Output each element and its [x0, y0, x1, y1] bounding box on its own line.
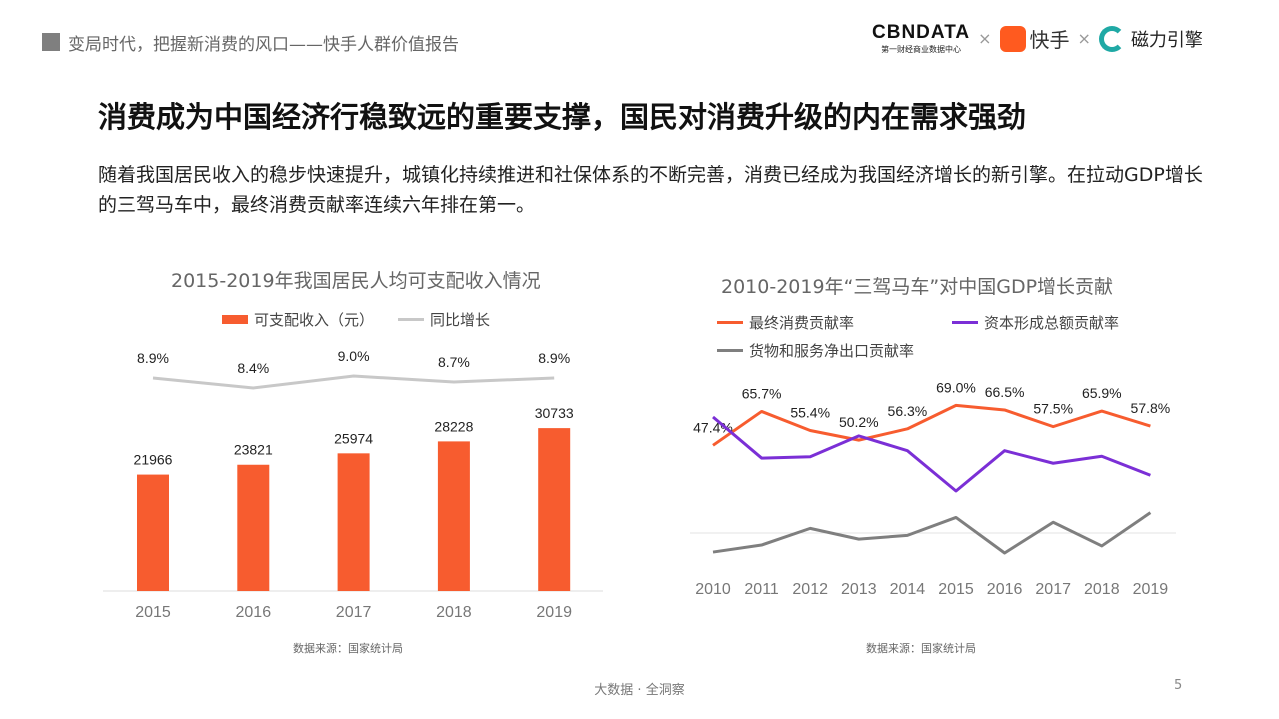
- chart1-legend-line: 同比增长: [398, 309, 490, 330]
- x-tick-label: 2011: [744, 581, 779, 598]
- consumption-data-label: 57.8%: [1131, 400, 1171, 416]
- growth-data-label: 9.0%: [338, 348, 370, 364]
- growth-data-label: 8.9%: [137, 350, 169, 366]
- cili-logo: 磁力引擎: [1098, 25, 1203, 52]
- footer-text: 大数据 · 全洞察: [594, 683, 685, 698]
- cili-icon: [1098, 25, 1125, 52]
- bar-data-label: 28228: [434, 418, 473, 434]
- consumption-data-label: 50.2%: [839, 414, 879, 430]
- consumption-data-label: 65.7%: [742, 385, 782, 401]
- bar-data-label: 30733: [535, 405, 574, 421]
- x-tick-label: 2018: [436, 604, 472, 621]
- x-tick-label: 2016: [987, 581, 1023, 598]
- x-tick-label: 2012: [792, 581, 828, 598]
- consumption-data-label: 56.3%: [888, 403, 928, 419]
- consumption-data-label: 66.5%: [985, 384, 1025, 400]
- chart2-legend-netexport: 货物和服务净出口贡献率: [717, 340, 914, 361]
- income-bar: [137, 474, 169, 591]
- chart2-legend-consumption: 最终消费贡献率: [717, 312, 854, 333]
- income-bar: [437, 441, 470, 591]
- income-bar: [337, 453, 370, 591]
- page-number: 5: [1174, 678, 1183, 693]
- growth-data-label: 8.4%: [237, 360, 269, 376]
- chart1-title: 2015-2019年我国居民人均可支配收入情况: [171, 270, 541, 292]
- x-tick-label: 2013: [841, 581, 877, 598]
- growth-line: [152, 374, 555, 390]
- consumption-data-label: 69.0%: [936, 379, 976, 395]
- chart2-source: 数据来源：国家统计局: [866, 642, 976, 655]
- report-title: 变局时代，把握新消费的风口——快手人群价值报告: [68, 35, 459, 55]
- slide-title: 消费成为中国经济行稳致远的重要支撑，国民对消费升级的内在需求强劲: [98, 100, 1027, 134]
- partner-logos: CBNDATA 第一财经商业数据中心 × 快手 × 磁力引擎: [872, 22, 1203, 55]
- chart1-legend-bar: 可支配收入（元）: [222, 309, 374, 330]
- income-bar: [538, 428, 571, 591]
- bar-data-label: 23821: [234, 442, 273, 458]
- bar-data-label: 25974: [334, 430, 373, 446]
- x-tick-label: 2019: [1133, 581, 1169, 598]
- growth-data-label: 8.9%: [538, 350, 570, 366]
- series-line-2: [712, 511, 1152, 555]
- x-tick-label: 2018: [1084, 581, 1120, 598]
- x-tick-label: 2010: [695, 581, 731, 598]
- growth-data-label: 8.7%: [438, 354, 470, 370]
- x-tick-label: 2017: [1035, 581, 1071, 598]
- separator: ×: [978, 29, 992, 48]
- kuaishou-icon: [999, 25, 1026, 52]
- cbndata-logo: CBNDATA 第一财经商业数据中心: [872, 22, 971, 54]
- separator: ×: [1077, 29, 1091, 48]
- x-tick-label: 2014: [890, 581, 926, 598]
- chart2-title: 2010-2019年“三驾马车”对中国GDP增长贡献: [721, 276, 1114, 298]
- x-tick-label: 2016: [236, 604, 272, 621]
- series-line-0: [712, 403, 1151, 447]
- series-line-1: [712, 415, 1151, 493]
- consumption-data-label: 55.4%: [790, 405, 830, 421]
- consumption-data-label: 65.9%: [1082, 385, 1122, 401]
- x-tick-label: 2017: [336, 604, 372, 621]
- consumption-data-label: 57.5%: [1033, 401, 1073, 417]
- kuaishou-logo: 快手: [999, 24, 1070, 53]
- chart1-source: 数据来源：国家统计局: [293, 642, 403, 655]
- consumption-data-label: 47.4%: [693, 419, 733, 435]
- x-tick-label: 2015: [938, 581, 974, 598]
- slide-description: 随着我国居民收入的稳步快速提升，城镇化持续推进和社保体系的不断完善，消费已经成为…: [98, 164, 1203, 216]
- x-tick-label: 2015: [135, 604, 171, 621]
- chart2-legend-capital: 资本形成总额贡献率: [952, 312, 1119, 333]
- bar-data-label: 21966: [134, 452, 173, 468]
- header-marker: [42, 33, 60, 51]
- income-bar: [237, 464, 270, 591]
- x-tick-label: 2019: [536, 604, 572, 621]
